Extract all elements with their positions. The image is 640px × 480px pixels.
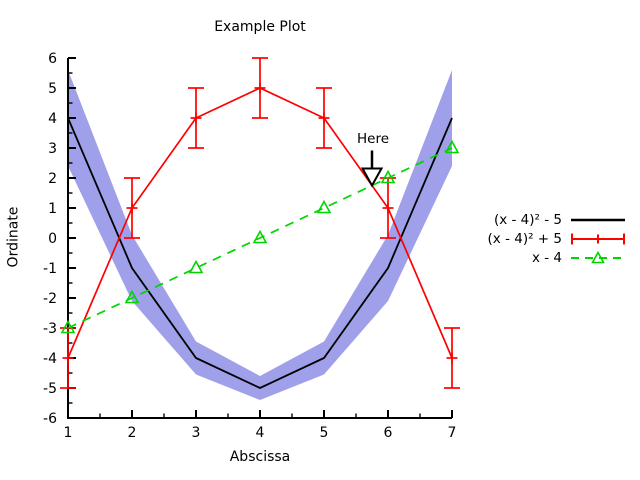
svg-text:4: 4 [48,111,57,127]
series-green-dashed [60,139,460,334]
svg-text:-2: -2 [43,291,57,307]
legend-dashed-sample-icon [571,250,625,263]
tick-labels: 1 2 3 4 5 6 7 -6 -5 -4 -3 -2 -1 0 1 2 3 4 5 6 [43,51,456,441]
legend-row: (x - 4)² - 5 [438,210,626,229]
x-axis-label: Abscissa [229,449,291,465]
series-red-errorbars [60,57,460,389]
chart-title: Example Plot [214,19,306,35]
series-black-line [67,117,453,389]
svg-text:3: 3 [192,425,201,441]
legend-errorbar-sample-icon [571,233,625,244]
svg-text:6: 6 [48,51,57,67]
svg-text:-3: -3 [43,321,57,337]
svg-text:7: 7 [448,425,457,441]
svg-text:-5: -5 [43,381,57,397]
svg-text:2: 2 [48,171,57,187]
legend-line-sample-icon [571,218,625,221]
svg-text:1: 1 [48,201,57,217]
svg-text:-4: -4 [43,351,57,367]
svg-text:0: 0 [48,231,57,247]
legend-label-black-series: (x - 4)² - 5 [493,211,562,228]
error-band [68,70,452,400]
svg-text:3: 3 [48,141,57,157]
legend-label-green-series: x - 4 [531,249,562,266]
annotation-arrow [360,150,384,188]
svg-text:5: 5 [48,81,57,97]
svg-text:6: 6 [384,425,393,441]
svg-text:2: 2 [128,425,137,441]
y-axis-label: Ordinate [5,206,22,268]
annotation-text: Here [356,131,390,147]
legend-row: x - 4 [438,248,626,267]
svg-text:4: 4 [256,425,265,441]
svg-text:1: 1 [64,425,73,441]
svg-text:-1: -1 [43,261,57,277]
legend: (x - 4)² - 5 (x - 4)² + 5 x - 4 [438,210,626,267]
svg-text:-6: -6 [43,411,57,427]
svg-text:5: 5 [320,425,329,441]
legend-label-red-series: (x - 4)² + 5 [487,230,562,247]
legend-row: (x - 4)² + 5 [438,229,626,248]
